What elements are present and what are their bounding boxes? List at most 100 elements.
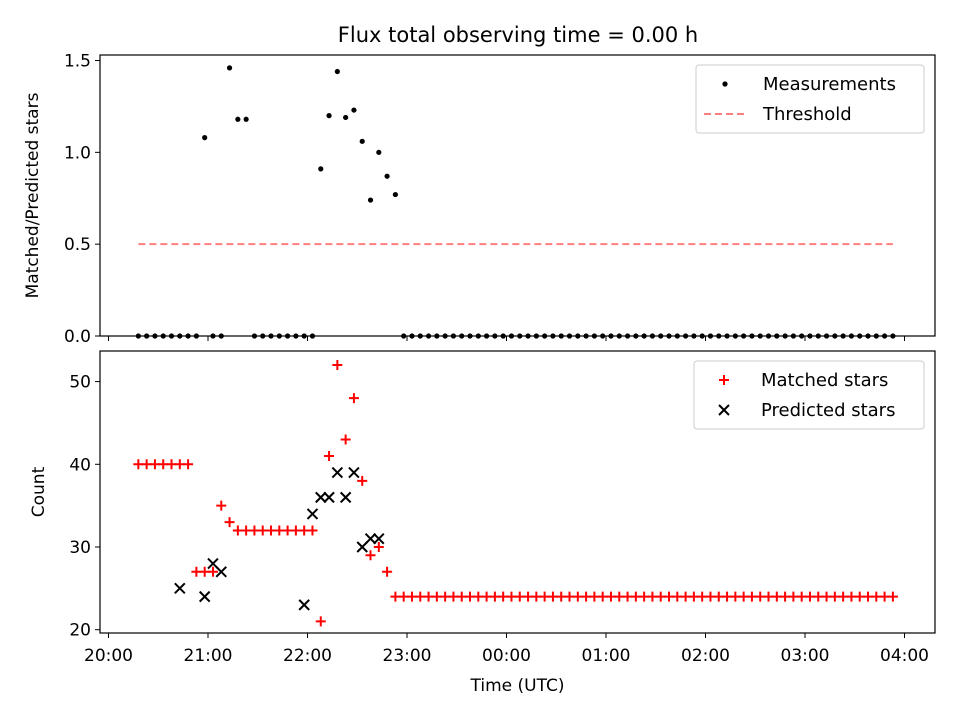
measurement-point xyxy=(293,333,299,339)
predicted-star-point xyxy=(339,491,352,504)
measurement-point xyxy=(442,333,448,339)
measurement-point xyxy=(707,333,714,339)
measurement-point xyxy=(741,333,747,339)
measurement-point xyxy=(343,114,349,121)
measurement-point xyxy=(674,333,680,339)
predicted-star-point xyxy=(215,566,227,578)
measurement-point xyxy=(600,333,606,339)
measurement-point xyxy=(566,333,573,339)
top-x-ticks xyxy=(108,336,905,341)
measurement-point xyxy=(177,333,183,339)
measurement-point xyxy=(832,333,838,339)
x-tick-label: 00:00 xyxy=(482,646,531,666)
predicted-star-point xyxy=(348,466,360,479)
matched-star-point xyxy=(307,525,318,536)
measurement-point xyxy=(583,333,589,339)
y-tick-label: 0.5 xyxy=(64,235,91,255)
measurement-point xyxy=(525,333,531,339)
measurement-point xyxy=(475,333,481,339)
matched-star-point xyxy=(315,616,326,627)
measurement-point xyxy=(749,333,755,339)
measurement-point xyxy=(268,333,274,339)
x-tick-label: 21:00 xyxy=(184,646,233,666)
x-tick-label: 20:00 xyxy=(84,646,133,666)
measurement-point xyxy=(144,333,150,339)
measurement-point xyxy=(633,333,639,339)
measurement-point xyxy=(890,333,896,339)
measurement-point xyxy=(699,333,705,339)
predicted-star-point xyxy=(331,466,344,479)
predicted-star-point xyxy=(174,582,186,595)
measurement-point xyxy=(251,333,258,339)
x-tick-label: 23:00 xyxy=(383,646,432,666)
measurement-point xyxy=(260,333,266,339)
measurement-point xyxy=(508,333,515,339)
measurement-point xyxy=(434,333,440,339)
measurement-point xyxy=(790,333,796,339)
top-legend: Measurements Threshold xyxy=(695,64,925,134)
matched-star-point xyxy=(216,500,227,511)
measurement-point xyxy=(542,333,548,339)
measurement-point xyxy=(152,333,158,339)
measurement-point xyxy=(591,333,597,339)
measurement-point xyxy=(765,333,772,339)
measurement-point xyxy=(732,333,738,339)
measurement-point xyxy=(185,333,191,339)
measurement-point xyxy=(285,333,291,339)
measurement-point xyxy=(683,333,689,339)
measurements-legend-label: Measurements xyxy=(763,74,896,95)
predicted-star-point xyxy=(298,599,310,611)
measurement-point xyxy=(882,333,888,339)
measurements-series xyxy=(135,65,896,339)
matched-star-point xyxy=(183,459,194,470)
top-legend-box xyxy=(695,64,925,134)
top-y-axis-label: Matched/Predicted stars xyxy=(23,92,43,298)
measurement-point xyxy=(425,333,432,339)
measurement-point xyxy=(815,333,821,339)
measurement-point xyxy=(873,333,879,339)
predicted-star-point xyxy=(198,590,211,603)
measurement-point xyxy=(558,333,564,339)
measurement-point xyxy=(401,333,407,339)
predicted-star-point xyxy=(306,508,319,520)
measurements-legend-marker xyxy=(722,81,728,87)
top-panel: 0.0 0.5 1.0 1.5 Matched/Predicted stars Mea… xyxy=(23,52,936,347)
x-tick-label: 01:00 xyxy=(582,646,631,666)
predicted-star-point xyxy=(323,491,335,504)
bottom-legend: Matched stars Predicted stars xyxy=(693,360,925,430)
predicted-star-point xyxy=(364,533,377,545)
measurement-point xyxy=(500,333,506,339)
bottom-y-axis-label: Count xyxy=(29,466,49,517)
measurement-point xyxy=(575,333,581,339)
predicted-legend-cross xyxy=(718,404,730,416)
matched-stars-series xyxy=(133,360,898,627)
measurement-point xyxy=(392,191,398,198)
measurement-point xyxy=(533,333,539,339)
measurement-point xyxy=(301,333,307,339)
measurement-point xyxy=(608,333,614,339)
predicted-stars-legend-label: Predicted stars xyxy=(761,400,895,421)
measurement-point xyxy=(666,333,672,339)
measurement-point xyxy=(135,333,141,339)
measurement-point xyxy=(857,333,863,339)
measurement-point xyxy=(218,333,224,339)
measurement-point xyxy=(658,333,664,339)
matched-star-point xyxy=(332,360,343,371)
measurement-point xyxy=(384,173,390,179)
measurement-point xyxy=(716,333,722,339)
measurement-point xyxy=(782,333,788,339)
y-tick-label: 50 xyxy=(69,373,91,393)
measurement-point xyxy=(840,333,846,339)
measurement-point xyxy=(235,116,241,122)
matched-stars-legend-label: Matched stars xyxy=(761,370,888,391)
matched-star-point xyxy=(382,566,393,577)
measurement-point xyxy=(641,333,647,339)
predicted-stars-series xyxy=(174,466,385,611)
x-tick-label: 03:00 xyxy=(781,646,830,666)
predicted-star-point xyxy=(373,533,385,545)
y-tick-label: 1.5 xyxy=(64,52,91,72)
measurement-point xyxy=(193,333,199,339)
measurement-point xyxy=(848,333,855,339)
measurement-point xyxy=(517,333,523,339)
